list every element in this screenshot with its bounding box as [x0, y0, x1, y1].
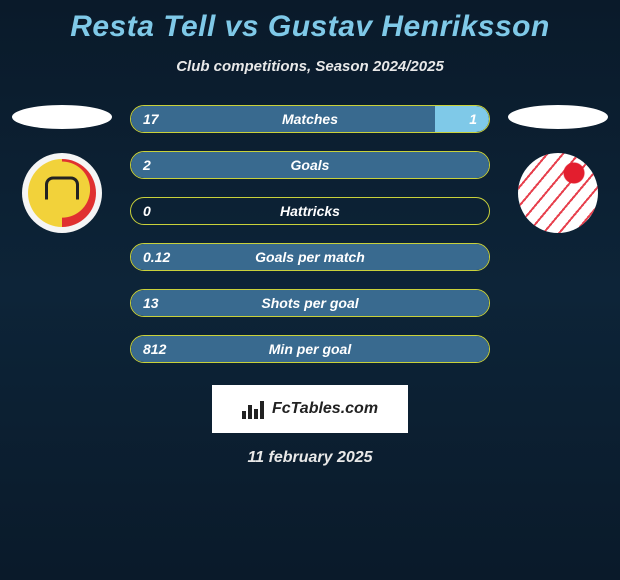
page-title: Resta Tell vs Gustav Henriksson: [0, 10, 620, 44]
stat-value-left: 0.12: [143, 249, 170, 265]
brand-chart-icon: [242, 399, 266, 419]
stat-bar: 0.12 Goals per match: [130, 243, 490, 271]
stat-label: Min per goal: [269, 341, 351, 357]
stat-bar: 17 Matches 1: [130, 105, 490, 133]
date-text: 11 february 2025: [0, 449, 620, 467]
left-club-crest: [22, 153, 102, 233]
main-row: 17 Matches 1 2 Goals 0 Hattricks 0.12 Goals per …: [0, 105, 620, 363]
brand-text: FcTables.com: [272, 400, 378, 418]
stat-label: Shots per goal: [261, 295, 358, 311]
stat-fill-right: [435, 106, 489, 132]
stat-value-left: 13: [143, 295, 159, 311]
stat-bar: 812 Min per goal: [130, 335, 490, 363]
left-player-name-pill: [12, 105, 112, 129]
stat-bar: 2 Goals: [130, 151, 490, 179]
infographic-container: Resta Tell vs Gustav Henriksson Club com…: [0, 0, 620, 467]
stat-bar: 0 Hattricks: [130, 197, 490, 225]
stat-bar: 13 Shots per goal: [130, 289, 490, 317]
stat-label: Goals: [291, 157, 330, 173]
right-player-column: [508, 105, 608, 233]
stats-list: 17 Matches 1 2 Goals 0 Hattricks 0.12 Goals per …: [130, 105, 490, 363]
left-player-column: [12, 105, 112, 233]
stat-value-right: 1: [469, 111, 477, 127]
brand-badge: FcTables.com: [212, 385, 408, 433]
right-club-crest: [518, 153, 598, 233]
stat-label: Goals per match: [255, 249, 365, 265]
stat-label: Hattricks: [280, 203, 340, 219]
stat-label: Matches: [282, 111, 338, 127]
stat-value-left: 0: [143, 203, 151, 219]
stat-value-left: 812: [143, 341, 166, 357]
subtitle: Club competitions, Season 2024/2025: [0, 58, 620, 75]
stat-value-left: 17: [143, 111, 159, 127]
stat-value-left: 2: [143, 157, 151, 173]
right-player-name-pill: [508, 105, 608, 129]
